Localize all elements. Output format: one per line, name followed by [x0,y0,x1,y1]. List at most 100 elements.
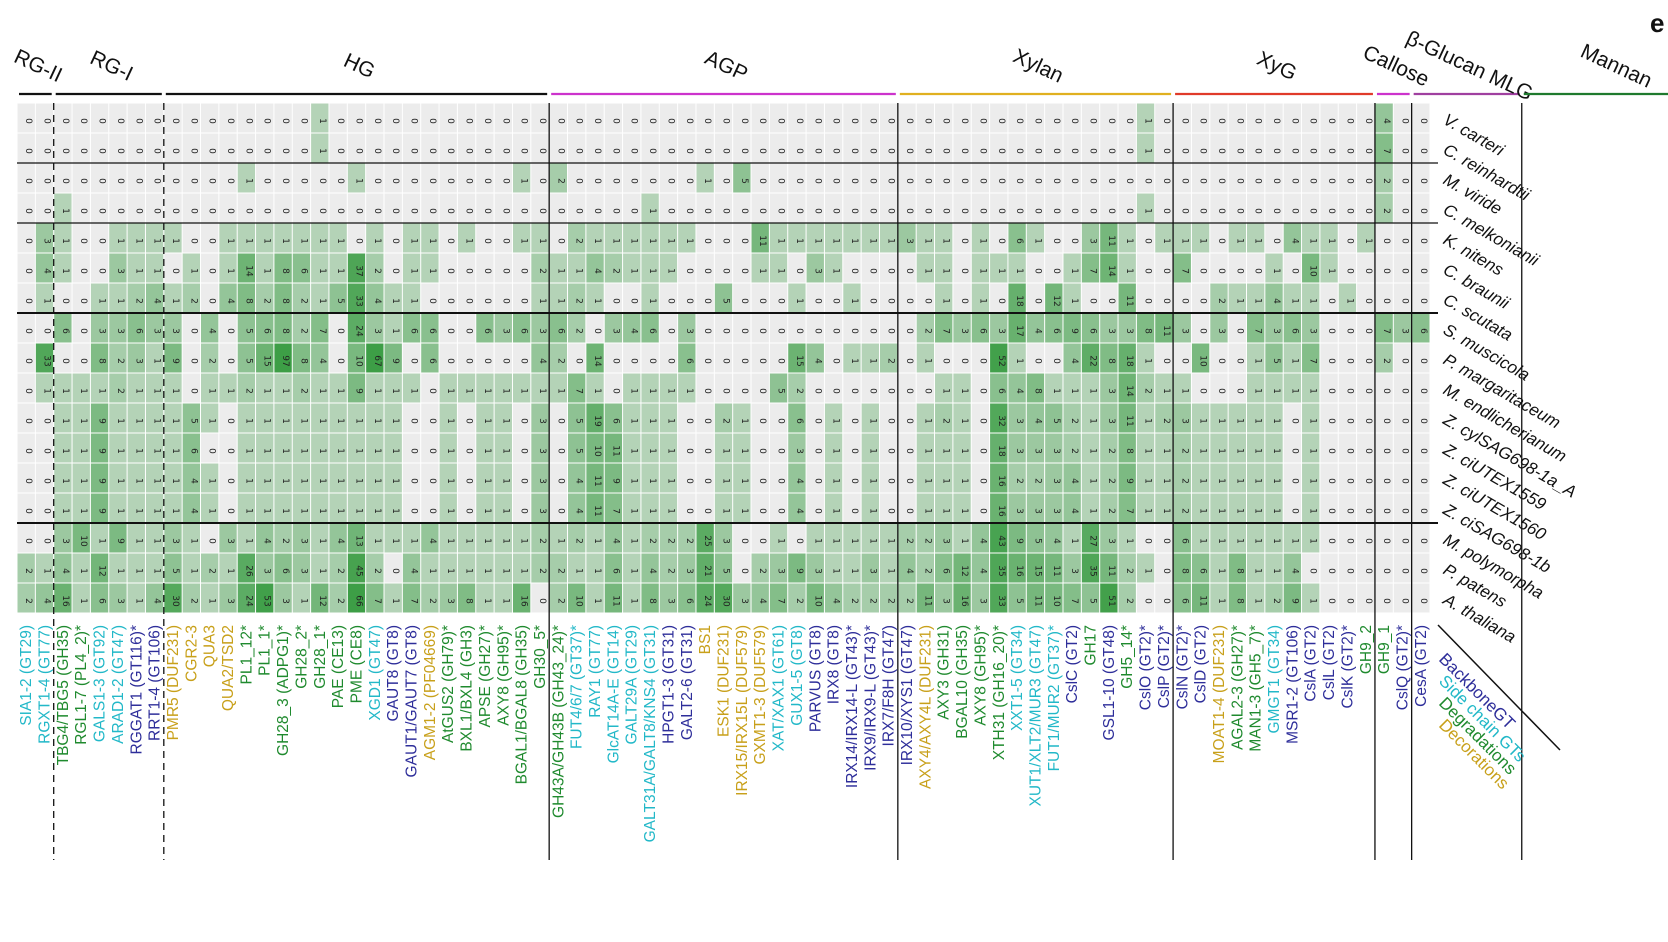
cell-value: 3 [684,328,694,334]
cell-value: 1 [922,418,932,424]
cell-value: 0 [1418,178,1428,184]
heatmap-cell [311,253,329,283]
cell-value: 2 [298,328,308,334]
cell-value: 0 [647,118,657,124]
cell-value: 2 [757,568,767,574]
heatmap-cell [733,433,751,463]
heatmap-cell [1118,193,1136,223]
cell-value: 0 [225,178,235,184]
heatmap-cell [1246,253,1265,283]
cell-value: 6 [1418,328,1428,334]
cell-value: 1 [1234,448,1244,454]
cell-value: 0 [1051,268,1061,274]
cell-value: 0 [1271,118,1281,124]
cell-value: 1 [537,298,547,304]
cell-value: 0 [262,148,272,154]
cell-value: 0 [1326,358,1336,364]
heatmap-cell [1155,223,1173,253]
cell-value: 1 [372,448,382,454]
heatmap-cell [696,463,714,493]
cell-value: 1 [78,448,88,454]
heatmap-cell [990,373,1008,403]
cell-value: 0 [390,178,400,184]
heatmap-cell [586,463,604,493]
heatmap-cell [604,283,623,313]
cell-value: 1 [317,238,327,244]
heatmap-cell [1173,463,1191,493]
cell-value: 2 [537,568,547,574]
heatmap-cell [219,343,237,373]
cell-value: 43 [996,535,1006,546]
heatmap-cell [1081,493,1100,523]
cell-value: 0 [1418,118,1428,124]
cell-value: 1 [42,388,52,394]
cell-value: 8 [280,268,290,274]
cell-value: 0 [1344,508,1354,514]
cell-value: 0 [60,148,70,154]
cell-value: 6 [97,598,107,604]
cell-value: 5 [776,388,786,394]
cell-value: 0 [1106,148,1116,154]
heatmap-cell [623,403,641,433]
heatmap-cell [54,193,72,223]
cell-value: 0 [1289,478,1299,484]
heatmap-cell [182,403,201,433]
heatmap-cell [769,493,788,523]
heatmap-cell [1302,223,1320,253]
cell-value: 0 [702,328,712,334]
heatmap-cell [1136,253,1155,283]
gene-label: CslC (GT2) [1064,625,1081,703]
cell-value: 0 [1143,178,1153,184]
cell-value: 1 [867,358,877,364]
cell-value: 4 [335,538,345,544]
heatmap-cell [714,463,733,493]
cell-value: 1 [1069,538,1079,544]
heatmap-cell [256,133,274,163]
heatmap-cell [935,343,953,373]
heatmap-cell [861,223,879,253]
cell-value: 0 [1399,298,1409,304]
heatmap-cell [659,253,678,283]
cell-value: 0 [867,268,877,274]
heatmap-cell [421,313,439,343]
heatmap-cell [1100,103,1118,133]
cell-value: 2 [1106,448,1116,454]
heatmap-cell [347,253,366,283]
cell-value: 0 [904,418,914,424]
cell-value: 0 [812,208,822,214]
cell-value: 4 [537,358,547,364]
cell-value: 7 [1253,328,1263,334]
group-label: Xylan [1010,45,1067,88]
cell-value: 3 [225,598,235,604]
heatmap-cell [806,403,824,433]
heatmap-cell [714,103,733,133]
heatmap-cell [347,433,366,463]
heatmap-cell [494,493,512,523]
heatmap-cell [898,253,916,283]
heatmap-cell [164,133,182,163]
cell-value: 1 [482,448,492,454]
heatmap-cell [35,403,54,433]
heatmap-cell [90,433,109,463]
heatmap-cell [898,283,916,313]
cell-value: 9 [794,568,804,574]
cell-value: 0 [519,148,529,154]
heatmap-cell [879,373,898,403]
heatmap-cell [1283,373,1302,403]
cell-value: 1 [1179,388,1189,394]
heatmap-cell [90,163,109,193]
cell-value: 1 [500,508,510,514]
cell-value: 0 [1253,148,1263,154]
heatmap-cell [421,133,439,163]
cell-value: 0 [409,478,419,484]
heatmap-cell [366,223,384,253]
cell-value: 0 [922,178,932,184]
cell-value: 1 [812,538,822,544]
cell-value: 67 [372,355,382,366]
cell-value: 3 [133,358,143,364]
heatmap-cell [659,313,678,343]
cell-value: 2 [684,538,694,544]
cell-value: 8 [1143,328,1153,334]
gene-label: ESK1 (DUF231) [716,625,733,737]
